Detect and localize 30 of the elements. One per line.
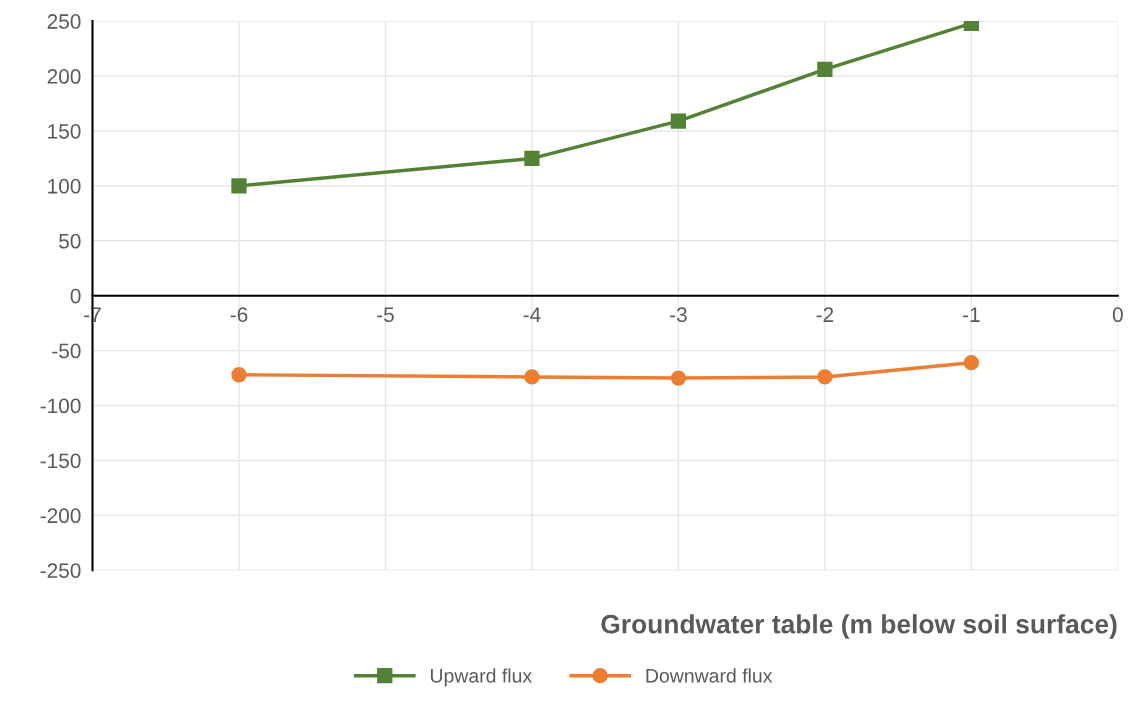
point <box>817 369 833 385</box>
y-tick-label: 150 <box>48 123 81 139</box>
x-tick-label: -5 <box>377 307 394 323</box>
y-tick-label: -150 <box>40 453 81 469</box>
y-tick-label: 100 <box>48 178 81 194</box>
x-axis-title: Groundwater table (m below soil surface) <box>601 614 1117 639</box>
x-tick-label: -3 <box>670 307 687 323</box>
y-tick-label: 200 <box>47 69 81 84</box>
legend-label: Downward flux <box>646 668 773 683</box>
point <box>817 61 833 78</box>
point <box>670 113 687 129</box>
x-tick-label: -6 <box>230 307 248 323</box>
x-tick-label: -1 <box>963 307 980 322</box>
x-tick-label: -4 <box>523 307 541 322</box>
y-tick-label: -200 <box>40 508 81 524</box>
y-tick-label: -250 <box>40 563 81 578</box>
point <box>231 367 247 383</box>
x-tick-label: 0 <box>1112 307 1123 323</box>
y-tick-label: -50 <box>52 343 81 359</box>
point <box>524 369 540 385</box>
x-tick-label: -2 <box>816 307 834 322</box>
y-tick-label: 250 <box>47 14 81 29</box>
legend-label: Upward flux <box>430 668 532 687</box>
y-tick-label: 0 <box>70 288 81 304</box>
point <box>524 150 540 167</box>
point <box>670 370 687 386</box>
point <box>231 178 247 194</box>
y-tick-label: -100 <box>40 398 81 414</box>
point <box>963 355 980 371</box>
y-tick-label: 50 <box>59 233 81 249</box>
